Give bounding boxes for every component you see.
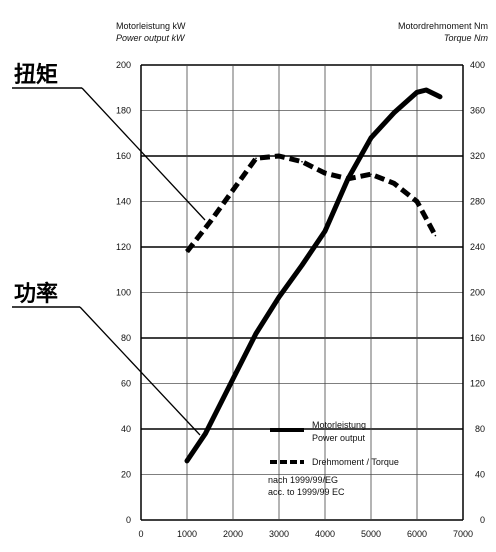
y-left-tick-label: 20 xyxy=(121,470,131,480)
torque-data-point xyxy=(186,250,188,253)
y-right-tick-label: 120 xyxy=(470,379,485,389)
x-tick-label: 6000 xyxy=(407,529,427,539)
power-annotation-leader xyxy=(79,306,201,436)
power-data-point xyxy=(301,264,303,267)
y-left-tick-label: 100 xyxy=(116,288,131,298)
right-axis-header-en: Torque Nm xyxy=(444,33,489,43)
x-tick-label: 2000 xyxy=(223,529,243,539)
y-left-tick-label: 40 xyxy=(121,424,131,434)
x-tick-label: 0 xyxy=(138,529,143,539)
legend-power-label-de: Motorleistung xyxy=(312,420,366,430)
y-left-tick-label: 0 xyxy=(126,515,131,525)
y-right-tick-label: 200 xyxy=(470,288,485,298)
torque-data-point xyxy=(434,234,437,237)
y-right-tick-label: 320 xyxy=(470,151,485,161)
torque-data-point xyxy=(370,173,372,175)
y-right-tick-label: 0 xyxy=(480,515,485,525)
left-axis-header-en: Power output kW xyxy=(116,33,186,43)
x-tick-label: 7000 xyxy=(453,529,473,539)
y-left-tick-label: 140 xyxy=(116,197,131,207)
legend-note-en: acc. to 1999/99 EC xyxy=(268,487,345,497)
y-left-tick-label: 120 xyxy=(116,242,131,252)
y-right-tick-label: 40 xyxy=(475,470,485,480)
x-tick-label: 4000 xyxy=(315,529,335,539)
torque-data-point xyxy=(232,189,234,191)
power-data-point xyxy=(393,112,395,114)
torque-series-line xyxy=(185,153,438,254)
grid-group xyxy=(140,64,464,521)
y-left-tick-label: 180 xyxy=(116,106,131,116)
y-right-tick-label: 240 xyxy=(470,242,485,252)
power-data-point xyxy=(204,432,207,435)
y-left-tick-label: 80 xyxy=(121,333,131,343)
series-group xyxy=(184,87,443,464)
legend-torque-label: Drehmoment / Torque xyxy=(312,457,399,467)
power-data-point xyxy=(324,230,326,232)
torque-data-point xyxy=(255,157,257,160)
y-right-tick-label: 80 xyxy=(475,424,485,434)
power-data-point xyxy=(232,378,234,380)
legend-power-label-en: Power output xyxy=(312,433,366,443)
power-data-point xyxy=(370,137,372,139)
y-left-tick-label: 60 xyxy=(121,379,131,389)
torque-data-point xyxy=(393,182,395,185)
y-left-tick-label: 200 xyxy=(116,60,131,70)
ticks-group: 0204060801001201401601802000408012016020… xyxy=(116,60,485,539)
right-axis-header-de: Motordrehmoment Nm xyxy=(398,21,488,31)
torque-annotation-leader xyxy=(81,87,206,221)
torque-data-point xyxy=(209,221,211,223)
power-annotation: 功率 xyxy=(14,281,58,307)
power-data-point xyxy=(278,296,280,298)
power-data-point xyxy=(425,89,428,91)
power-data-point xyxy=(416,91,418,94)
power-data-point xyxy=(255,332,257,335)
x-tick-label: 5000 xyxy=(361,529,381,539)
left-axis-header-de: Motorleistung kW xyxy=(116,21,186,31)
torque-data-point xyxy=(324,172,326,174)
torque-annotation: 扭矩 xyxy=(14,62,58,88)
torque-data-point xyxy=(347,178,349,180)
torque-data-point xyxy=(278,155,280,157)
y-right-tick-label: 280 xyxy=(470,197,485,207)
x-tick-label: 1000 xyxy=(177,529,197,539)
power-series-line xyxy=(184,87,443,464)
y-right-tick-label: 160 xyxy=(470,333,485,343)
y-right-tick-label: 400 xyxy=(470,60,485,70)
x-tick-label: 3000 xyxy=(269,529,289,539)
power-data-point xyxy=(186,460,188,462)
legend-note-de: nach 1999/99/EG xyxy=(268,475,338,485)
torque-data-point xyxy=(416,200,418,203)
torque-data-point xyxy=(301,160,303,163)
legend: Motorleistung Power output Drehmoment / … xyxy=(268,420,399,497)
power-data-point xyxy=(439,96,441,98)
y-right-tick-label: 360 xyxy=(470,106,485,116)
y-left-tick-label: 160 xyxy=(116,151,131,161)
